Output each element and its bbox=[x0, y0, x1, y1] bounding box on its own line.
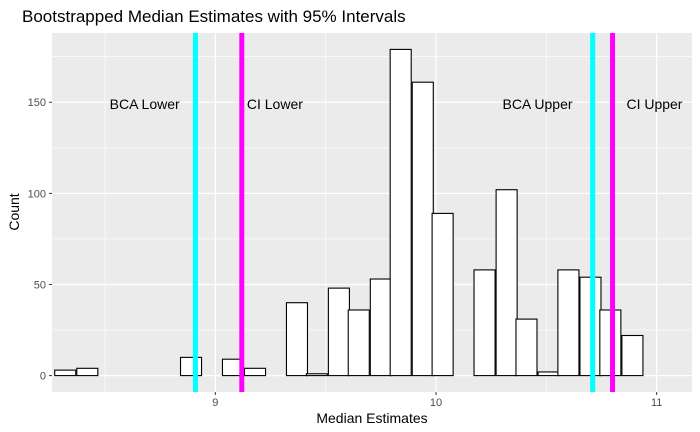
x-tick-label: 9 bbox=[212, 397, 218, 409]
histogram-bar-9 bbox=[243, 367, 267, 377]
histogram-bar-27 bbox=[621, 334, 644, 377]
histogram-bar-1 bbox=[76, 367, 99, 377]
histogram-bar-13 bbox=[327, 287, 350, 377]
histogram-bar-16 bbox=[389, 48, 412, 377]
histogram-bar-23 bbox=[537, 371, 560, 377]
histogram-bar-21 bbox=[495, 189, 518, 377]
bca-lower-label: BCA Lower bbox=[110, 96, 180, 112]
y-axis-ticks: 0 50 100 150 bbox=[28, 97, 52, 383]
y-tick-label: 0 bbox=[40, 371, 46, 383]
y-tick-label: 100 bbox=[28, 188, 46, 200]
x-tick-label: 10 bbox=[430, 397, 442, 409]
histogram-bar-11 bbox=[285, 302, 309, 377]
ci-upper-label: CI Upper bbox=[626, 96, 682, 112]
x-axis-title: Median Estimates bbox=[316, 410, 427, 426]
chart-title: Bootstrapped Median Estimates with 95% I… bbox=[22, 7, 406, 26]
bca-upper-label: BCA Upper bbox=[502, 96, 572, 112]
histogram-bar-0 bbox=[54, 369, 77, 377]
x-tick-label: 11 bbox=[651, 397, 662, 409]
histogram-bar-6 bbox=[179, 356, 203, 377]
interval-lines bbox=[192, 33, 616, 392]
ci-lower-label: CI Lower bbox=[247, 96, 303, 112]
histogram-bar-20 bbox=[473, 269, 496, 377]
histogram-bar-15 bbox=[369, 278, 392, 377]
histogram-bar-14 bbox=[347, 309, 370, 377]
histogram-bar-18 bbox=[431, 212, 454, 377]
histogram-bar-12 bbox=[305, 373, 328, 377]
histogram-bar-22 bbox=[515, 318, 538, 377]
x-axis-ticks: 9 10 11 bbox=[212, 392, 662, 409]
histogram-bar-17 bbox=[411, 81, 434, 377]
y-tick-label: 150 bbox=[28, 97, 46, 109]
y-tick-label: 50 bbox=[34, 279, 46, 291]
histogram-bars bbox=[54, 48, 644, 377]
interval-labels: BCA Lower CI Lower BCA Upper CI Upper bbox=[110, 96, 683, 112]
histogram-bar-24 bbox=[557, 269, 580, 377]
y-axis-title: Count bbox=[6, 193, 22, 230]
